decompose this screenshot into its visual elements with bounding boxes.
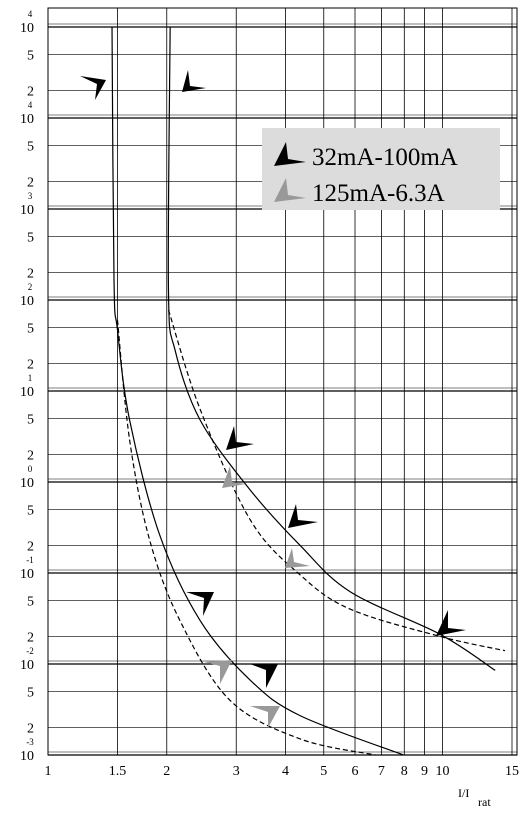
y-tick-exponent: 3 [28,191,33,201]
arrow-marker [250,706,280,728]
x-tick-label: 10 [436,764,450,779]
x-tick-label: 9 [421,764,428,779]
x-tick-label: 5 [320,764,327,779]
curve [167,26,496,671]
arrow-markers [80,70,466,728]
curve [167,309,506,652]
arrow-marker [436,610,466,636]
x-tick-label: 8 [401,764,408,779]
y-tick-exponent: 2 [28,282,33,292]
y-tick-label: 2 [27,85,34,100]
legend-label: 125mA-6.3A [312,180,445,207]
y-tick-exponent: 4 [28,100,33,110]
y-tick-label: 5 [27,685,34,700]
x-tick-label: 15 [505,764,519,779]
y-tick-exponent: 0 [28,464,33,474]
legend-label: 32mA-100mA [312,144,458,171]
y-tick-label: 2 [27,631,34,646]
arrow-marker [222,466,246,488]
arrow-marker [285,548,310,568]
y-tick-label: 10 [20,294,34,309]
legend: 32mA-100mA 125mA-6.3A [262,128,500,210]
y-tick-label: 2 [27,358,34,373]
x-tick-label: 1 [45,764,52,779]
y-tick-label: 5 [27,230,34,245]
x-axis-label-sub: rat [478,795,491,809]
y-tick-label: 2 [27,540,34,555]
arrow-marker [250,664,278,688]
legend-marker [274,142,306,166]
y-tick-label: 10 [20,385,34,400]
y-tick-label: 5 [27,139,34,154]
y-tick-exponent: -2 [26,646,34,656]
y-tick-label: 5 [27,321,34,336]
x-tick-label: 2 [163,764,170,779]
x-tick-label: 7 [378,764,385,779]
y-tick-label: 2 [27,722,34,737]
y-tick-label: 5 [27,594,34,609]
y-tick-label: 5 [27,503,34,518]
plot-frame [47,7,518,756]
grid [47,8,517,756]
x-tick-label: 4 [282,764,289,779]
y-tick-label: 10 [20,21,34,36]
arrow-marker [288,504,318,528]
curve [111,26,404,756]
y-tick-exponent: 1 [28,373,33,383]
legend-box [262,128,500,210]
x-tick-label: 3 [233,764,240,779]
y-tick-label: 10 [20,658,34,673]
y-tick-exponent: 4 [28,9,33,19]
curves [111,26,506,756]
y-tick-label: 2 [27,267,34,282]
y-tick-label: 10 [20,112,34,127]
x-tick-label: 6 [352,764,359,779]
arrow-marker [80,76,106,100]
arrow-marker [182,70,206,92]
y-tick-label: 5 [27,48,34,63]
legend-marker [274,178,306,202]
y-tick-label: 10 [20,749,34,764]
arrow-marker [204,660,232,684]
arrow-marker [226,426,254,450]
y-tick-label: 5 [27,412,34,427]
curve [116,320,376,756]
y-tick-label: 2 [27,176,34,191]
y-tick-label: 10 [20,567,34,582]
x-axis-label: I/I [458,786,469,800]
y-tick-label: 2 [27,449,34,464]
y-tick-exponent: -3 [26,737,34,747]
y-tick-exponent: -1 [26,555,34,565]
y-tick-label: 10 [20,203,34,218]
arrow-marker [186,592,214,616]
x-tick-label: 1.5 [109,764,127,779]
y-tick-label: 10 [20,476,34,491]
